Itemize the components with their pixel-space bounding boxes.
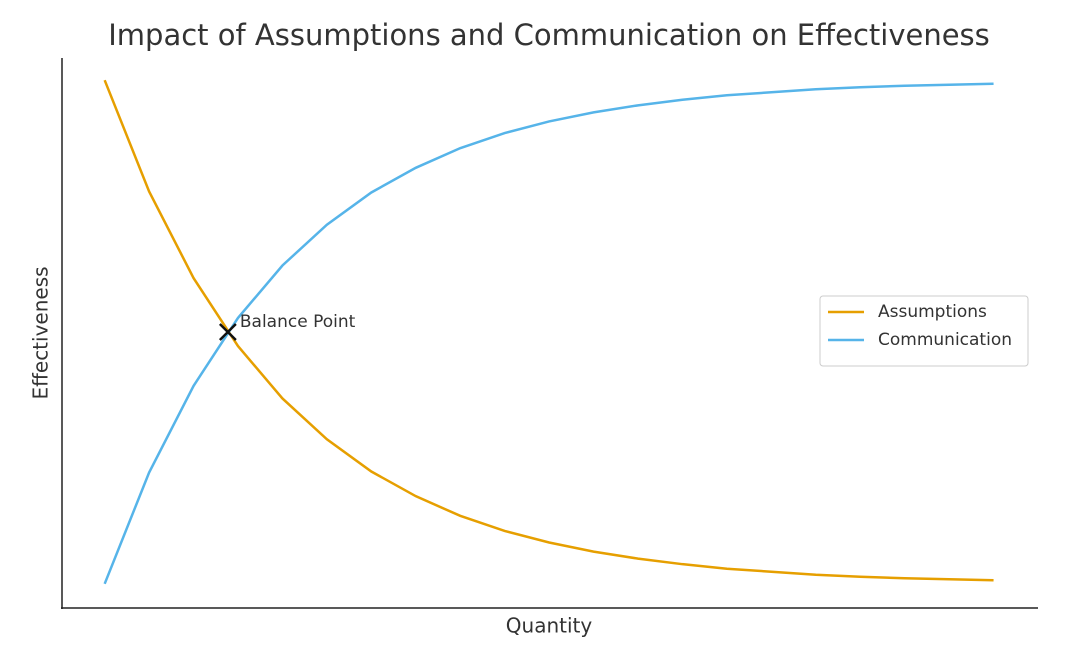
line-series xyxy=(103,82,994,585)
legend-box xyxy=(819,295,1029,367)
annotation-label: Balance Point xyxy=(240,312,356,332)
legend-label: Communication xyxy=(878,330,1012,350)
x-axis-label: Quantity xyxy=(506,614,593,638)
legend-label: Assumptions xyxy=(878,302,987,322)
y-axis-label: Effectiveness xyxy=(29,266,53,399)
line-series xyxy=(103,79,994,582)
annotation-marker xyxy=(218,323,237,341)
chart-title: Impact of Assumptions and Communication … xyxy=(108,18,990,52)
